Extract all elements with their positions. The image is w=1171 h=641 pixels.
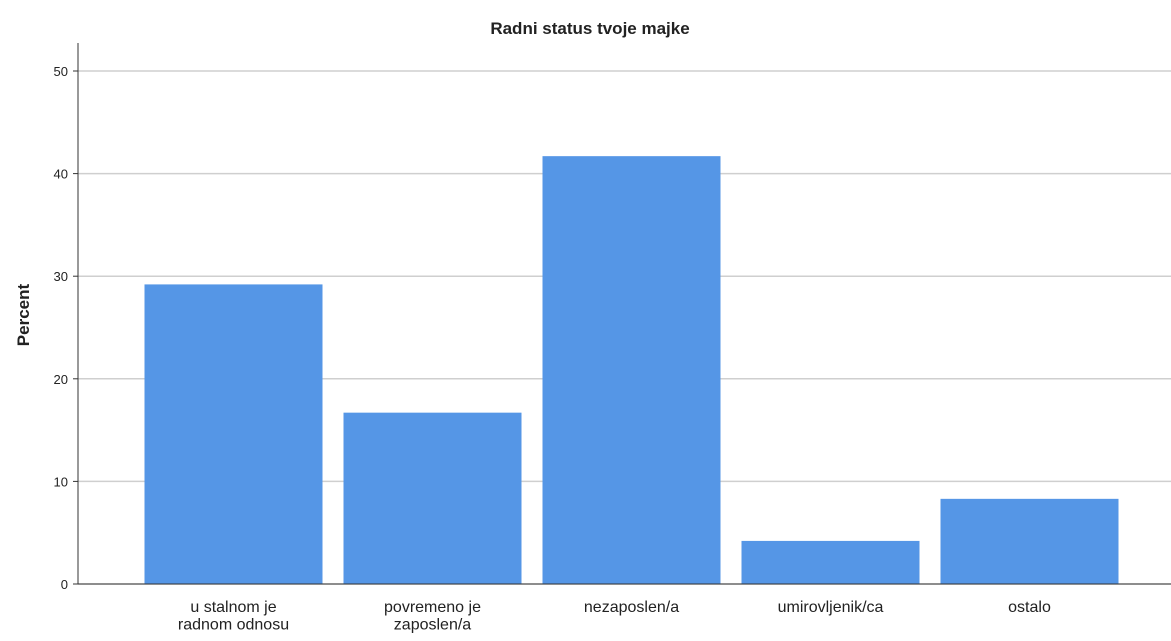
y-tick-label: 20 [54, 372, 68, 387]
x-tick-label: nezaposlen/a [584, 599, 679, 616]
x-tick-label: povremeno je zaposlen/a [384, 599, 481, 634]
y-tick-label: 0 [61, 577, 68, 592]
y-axis-label: Percent [14, 283, 33, 346]
bar [144, 284, 323, 584]
bar [343, 412, 522, 584]
bar [542, 156, 721, 584]
y-tick-label: 30 [54, 269, 68, 284]
y-tick-label: 50 [54, 64, 68, 79]
chart-title: Radni status tvoje majke [490, 19, 689, 38]
x-tick-label: umirovljenik/ca [778, 599, 884, 616]
x-tick-label: u stalnom je radnom odnosu [178, 599, 289, 634]
y-tick-label: 40 [54, 167, 68, 182]
bar [741, 540, 920, 584]
y-tick-label: 10 [54, 474, 68, 489]
bar [940, 498, 1119, 584]
x-tick-label: ostalo [1008, 599, 1051, 616]
